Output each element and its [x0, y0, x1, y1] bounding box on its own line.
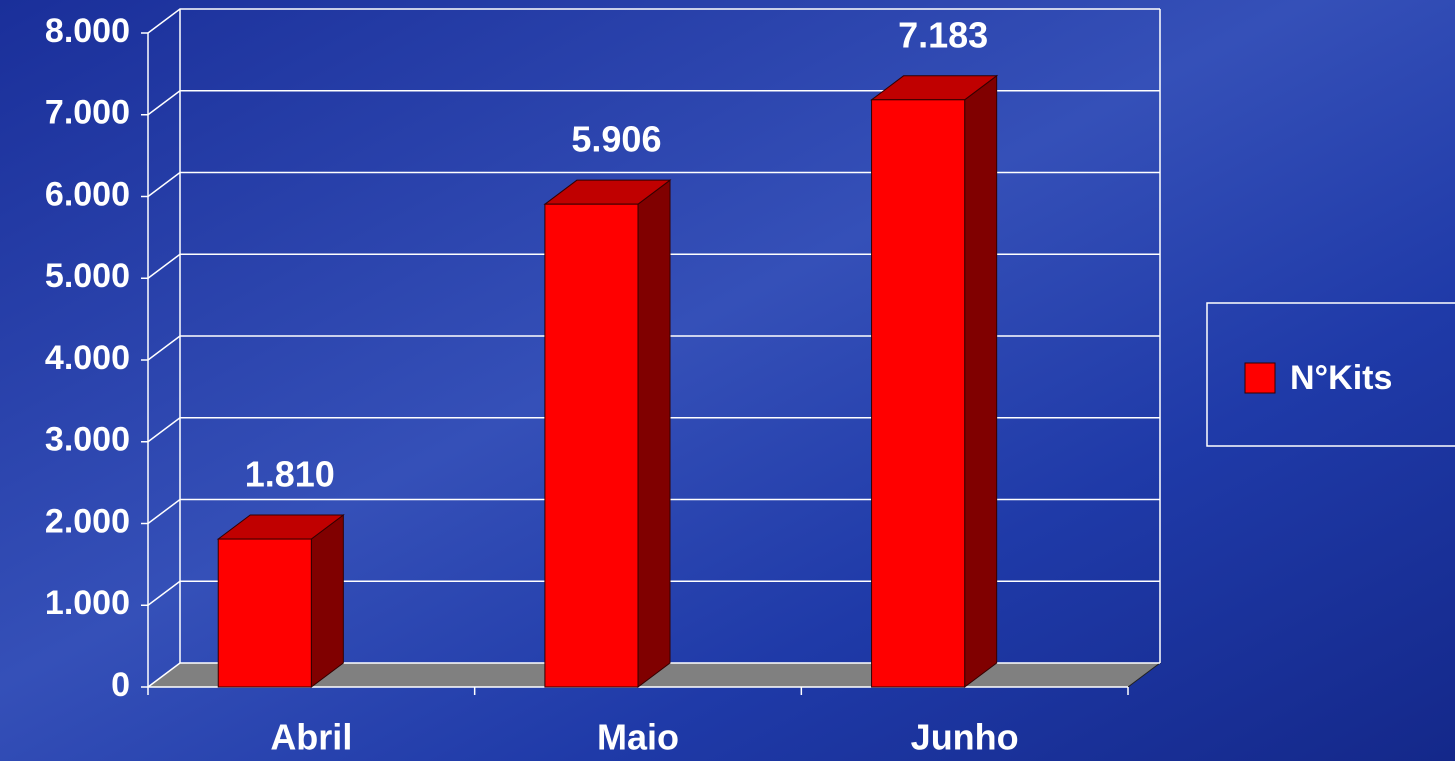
y-tick-label: 7.000 [45, 94, 130, 132]
y-tick-label: 0 [111, 666, 130, 704]
bar-side [638, 180, 670, 687]
x-tick-label: Maio [597, 717, 679, 758]
chart: 0 1.000 2.000 3.000 4.000 5.000 6.000 7.000 8.00… [0, 0, 1455, 761]
bar [872, 100, 965, 687]
bar [218, 539, 311, 687]
y-tick-label: 3.000 [45, 421, 130, 459]
y-tick-label: 2.000 [45, 502, 130, 540]
y-tick-label: 1.000 [45, 584, 130, 622]
y-tick-label: 6.000 [45, 175, 130, 213]
bar-side [311, 515, 343, 687]
value-label: 1.810 [245, 454, 335, 495]
legend-swatch [1245, 363, 1275, 393]
legend-label: N°Kits [1290, 359, 1392, 397]
bar [545, 204, 638, 687]
value-label: 7.183 [898, 14, 988, 55]
y-tick-label: 4.000 [45, 339, 130, 377]
y-tick-label: 5.000 [45, 257, 130, 295]
y-tick-label: 8.000 [45, 12, 130, 50]
x-tick-label: Junho [911, 717, 1019, 758]
x-tick-label: Abril [270, 717, 352, 758]
bar-side [965, 76, 997, 687]
value-label: 5.906 [571, 119, 661, 160]
